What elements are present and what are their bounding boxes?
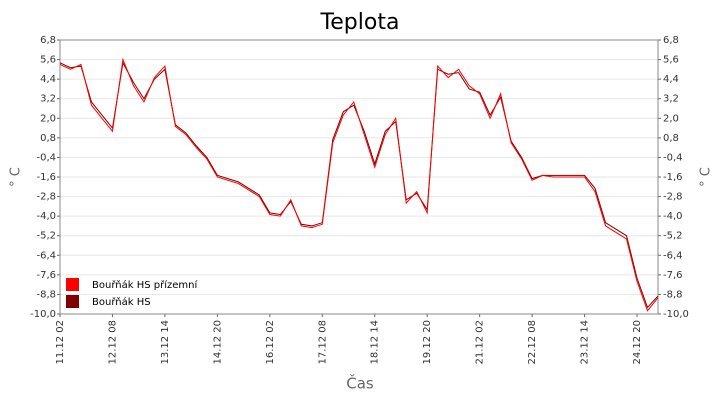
legend-label: Bouřňák HS (92, 296, 151, 308)
x-tick-label: 14.12 20 (212, 320, 223, 365)
y2-axis-label: ° C (699, 167, 714, 187)
y2-tick-label: 6,8 (663, 35, 679, 46)
y2-tick-label: -1,6 (663, 172, 683, 183)
x-tick-label: 12.12 08 (107, 320, 118, 365)
y2-tick-label: -10,0 (663, 309, 689, 320)
y2-tick-label: 4,4 (663, 74, 679, 85)
y2-tick-label: -0,4 (663, 152, 683, 163)
x-tick-label: 11.12 02 (55, 320, 66, 365)
y-tick-label: 3,2 (40, 94, 56, 105)
x-tick-label: 23.12 14 (580, 320, 591, 365)
x-tick-label: 21.12 02 (475, 320, 486, 365)
y-tick-label: 5,6 (40, 55, 56, 66)
legend-label: Bouřňák HS přízemní (92, 279, 198, 291)
y-tick-label: 4,4 (40, 74, 56, 85)
y2-tick-label: 0,8 (663, 133, 679, 144)
x-axis-label: Čas (346, 374, 374, 393)
y2-tick-label: -8,8 (663, 289, 683, 300)
y-tick-label: -4,0 (36, 211, 56, 222)
y-tick-label: -0,4 (36, 152, 56, 163)
plot-frame (59, 39, 659, 315)
y2-tick-label: -6,4 (663, 250, 683, 261)
y-tick-label: 2,0 (40, 113, 56, 124)
y2-tick-label: 2,0 (663, 113, 679, 124)
y-tick-label: -1,6 (36, 172, 56, 183)
y-tick-label: -5,2 (36, 231, 56, 242)
y2-tick-label: -5,2 (663, 231, 683, 242)
x-tick-label: 16.12 02 (265, 320, 276, 365)
y-tick-label: -6,4 (36, 250, 56, 261)
y2-tick-label: 5,6 (663, 55, 679, 66)
y2-tick-label: -2,8 (663, 192, 683, 203)
y2-tick-label: 3,2 (663, 94, 679, 105)
x-tick-label: 17.12 08 (317, 320, 328, 365)
y-tick-label: 0,8 (40, 133, 56, 144)
y-tick-label: -2,8 (36, 192, 56, 203)
y2-tick-label: -4,0 (663, 211, 683, 222)
y2-tick-label: -7,6 (663, 270, 683, 281)
y-axis-label: ° C (9, 167, 24, 187)
y-tick-label: -7,6 (36, 270, 56, 281)
y-tick-label: 6,8 (40, 35, 56, 46)
x-tick-label: 22.12 08 (527, 320, 538, 365)
x-tick-label: 13.12 14 (160, 320, 171, 365)
chart-title: Teplota (320, 10, 400, 35)
x-tick-label: 24.12 20 (632, 320, 643, 365)
line-series (59, 57, 659, 312)
y-tick-label: -8,8 (36, 289, 56, 300)
x-tick-label: 18.12 14 (370, 320, 381, 365)
x-tick-label: 19.12 20 (422, 320, 433, 365)
legend-swatch (66, 278, 79, 291)
y-tick-label: -10,0 (30, 309, 56, 320)
legend-swatch (66, 295, 79, 308)
